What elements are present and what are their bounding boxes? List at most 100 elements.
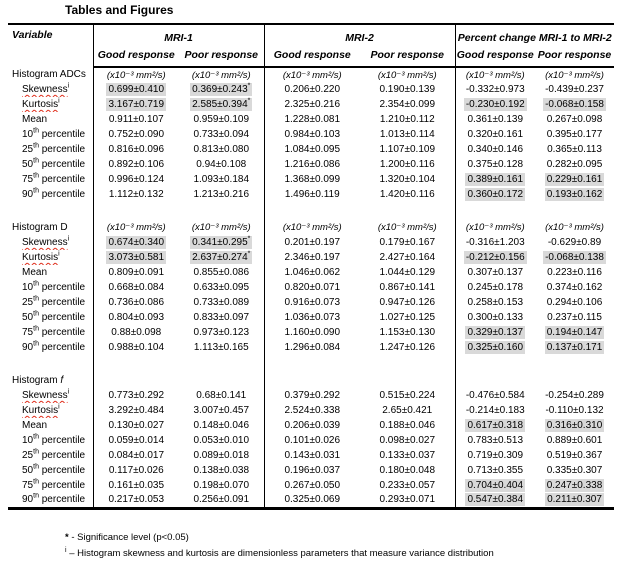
data-cell: 0.300±0.133	[454, 310, 535, 325]
row-label: Skewnessi	[8, 235, 93, 250]
value: 0.773±0.292	[108, 390, 165, 401]
data-cell: 1.044±0.129	[360, 265, 455, 280]
data-cell: -0.332±0.973	[454, 82, 535, 97]
table-row: 50th percentile 0.892±0.106 0.94±0.108 1.21…	[8, 157, 614, 172]
footnote-marker-asterisk: *	[65, 531, 69, 543]
row-label-text: 50	[22, 465, 34, 476]
unit-cell	[535, 373, 614, 388]
data-cell: 3.007±0.457	[179, 403, 264, 418]
value: 1.247±0.126	[379, 342, 436, 353]
value: 0.237±0.115	[547, 312, 602, 323]
unit-cell	[454, 373, 535, 388]
table-body: Histogram ADCs (x10⁻³ mm²/s) (x10⁻³ mm²/s)…	[8, 67, 614, 508]
table-row: Skewnessi 0.699±0.410 0.369±0.243* 0.206±0.…	[8, 82, 614, 97]
unit-cell: (x10⁻³ mm²/s)	[263, 220, 360, 235]
highlighted-value: -0.212±0.156	[463, 251, 527, 264]
data-cell: 0.389±0.161	[454, 172, 535, 187]
unit-cell: (x10⁻³ mm²/s)	[454, 220, 535, 235]
row-label-superscript: th	[33, 187, 39, 195]
value: 0.130±0.027	[108, 420, 165, 431]
data-cell: 0.374±0.162	[535, 280, 614, 295]
table-row: Kurtosisi 3.292±0.484 3.007±0.457 2.524±0.3…	[8, 403, 614, 418]
value: 0.736±0.086	[108, 297, 165, 308]
value: 0.988±0.104	[108, 342, 165, 353]
mri1-group-header: MRI-1	[92, 24, 264, 45]
spacer-cell	[8, 355, 93, 373]
section-title: Histogram D	[12, 222, 68, 233]
table-row: 75th percentile 0.161±0.035 0.198±0.070 0.2…	[8, 478, 614, 493]
spacer-cell	[263, 202, 360, 220]
value: 0.94±0.108	[196, 159, 247, 170]
value: 0.820±0.071	[284, 282, 341, 293]
data-cell: 0.809±0.091	[92, 265, 179, 280]
spacer-cell	[92, 355, 179, 373]
spacer-cell	[454, 355, 535, 373]
row-label: 10th percentile	[22, 280, 86, 293]
data-cell: 0.889±0.601	[535, 433, 614, 448]
table-row: Mean 0.809±0.091 0.855±0.086 1.046±0.062 1.0…	[8, 265, 614, 280]
row-label-text: 90	[22, 189, 34, 200]
value: 3.292±0.484	[108, 405, 165, 416]
section-title: Histogram ADCs	[12, 69, 86, 80]
data-cell: 0.267±0.098	[535, 112, 614, 127]
value: 0.752±0.090	[108, 129, 165, 140]
data-cell: 0.329±0.137	[454, 325, 535, 340]
value: 1.036±0.073	[284, 312, 341, 323]
spacer-cell	[8, 202, 93, 220]
value: 0.375±0.128	[467, 159, 524, 170]
value: 0.804±0.093	[108, 312, 165, 323]
data-cell: 0.375±0.128	[454, 157, 535, 172]
data-cell: 0.736±0.086	[92, 295, 179, 310]
data-cell: 0.733±0.094	[179, 127, 264, 142]
data-cell: 0.282±0.095	[535, 157, 614, 172]
data-cell: 0.198±0.070	[179, 478, 264, 493]
footnote-significance-text: - Significance level (p<0.05)	[68, 531, 189, 543]
value: -0.316±1.203	[465, 237, 525, 248]
data-cell: 1.210±0.112	[360, 112, 455, 127]
value: 0.098±0.027	[379, 435, 436, 446]
data-cell: 0.193±0.162	[535, 187, 614, 202]
data-cell: 0.179±0.167	[360, 235, 455, 250]
table-row: Mean 0.130±0.027 0.148±0.046 0.206±0.039 0.1…	[8, 418, 614, 433]
unit-cell: (x10⁻³ mm²/s)	[377, 222, 437, 233]
value: 0.365±0.113	[547, 144, 602, 155]
mri1-good-response-header: Good response	[92, 45, 179, 68]
row-label-text: 90	[22, 494, 34, 506]
value: 0.217±0.053	[108, 494, 165, 506]
value: 0.188±0.046	[379, 420, 436, 431]
row-label: 25th percentile	[22, 142, 86, 155]
percent-change-group-header: Percent change MRI-1 to MRI-2	[454, 24, 614, 45]
data-cell: 0.617±0.318	[454, 418, 535, 433]
data-cell: 0.293±0.071	[360, 493, 455, 508]
value: 1.113±0.165	[193, 342, 249, 353]
value: 3.007±0.457	[193, 405, 250, 416]
data-cell: 0.519±0.367	[535, 448, 614, 463]
table-row: 25th percentile 0.816±0.096 0.813±0.080 1.0…	[8, 142, 614, 157]
data-cell: 0.211±0.307	[535, 493, 614, 508]
row-label: 75th percentile	[22, 478, 86, 491]
data-cell: 0.719±0.309	[454, 448, 535, 463]
data-cell: 0.733±0.089	[179, 295, 264, 310]
value: 2.427±0.164	[379, 252, 436, 263]
data-cell: -0.110±0.132	[535, 403, 614, 418]
row-label: 10th percentile	[22, 127, 86, 140]
row-label-superscript: th	[33, 127, 39, 135]
data-cell: 0.816±0.096	[92, 142, 179, 157]
sub-header-row: Good response Poor response Good respons…	[8, 45, 614, 68]
unit-cell	[263, 373, 360, 388]
data-cell: 1.093±0.184	[179, 172, 264, 187]
data-cell: 0.369±0.243*	[179, 82, 264, 97]
value: 1.044±0.129	[379, 267, 436, 278]
row-label: 90th percentile	[22, 493, 86, 506]
value: 0.668±0.084	[108, 282, 165, 293]
value: 0.88±0.098	[111, 327, 162, 338]
data-cell: 0.361±0.139	[454, 112, 535, 127]
data-cell: 0.148±0.046	[179, 418, 264, 433]
row-label-text: 50	[22, 312, 34, 323]
value: 0.813±0.080	[193, 144, 250, 155]
results-table: Variable MRI-1 MRI-2 Percent change MRI-…	[8, 23, 614, 510]
highlighted-value: 0.674±0.340	[106, 236, 167, 249]
spacer-cell	[179, 202, 264, 220]
row-label-text: 25	[22, 144, 34, 155]
row-label-text: Mean	[22, 420, 48, 431]
